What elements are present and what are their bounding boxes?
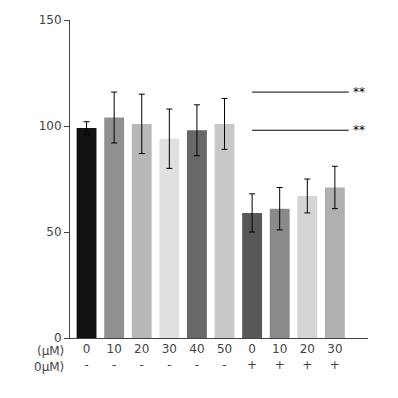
svg-text:(μM)0μM): (μM)0μM) [34,344,64,374]
svg-text:20+: 20+ [300,342,315,372]
svg-text:20-: 20- [134,342,149,372]
svg-text:**: ** [353,85,365,99]
svg-text:10+: 10+ [272,342,287,372]
svg-text:0+: 0+ [247,342,257,372]
svg-text:30+: 30+ [327,342,342,372]
svg-text:**: ** [353,123,365,137]
svg-text:50-: 50- [217,342,232,372]
svg-text:10-: 10- [107,342,122,372]
svg-text:0: 0 [54,331,62,345]
svg-text:0-: 0- [83,342,91,372]
svg-text:150: 150 [39,13,62,27]
svg-text:100: 100 [39,119,62,133]
svg-text:50: 50 [46,225,61,239]
svg-text:40-: 40- [189,342,204,372]
svg-text:30-: 30- [162,342,177,372]
